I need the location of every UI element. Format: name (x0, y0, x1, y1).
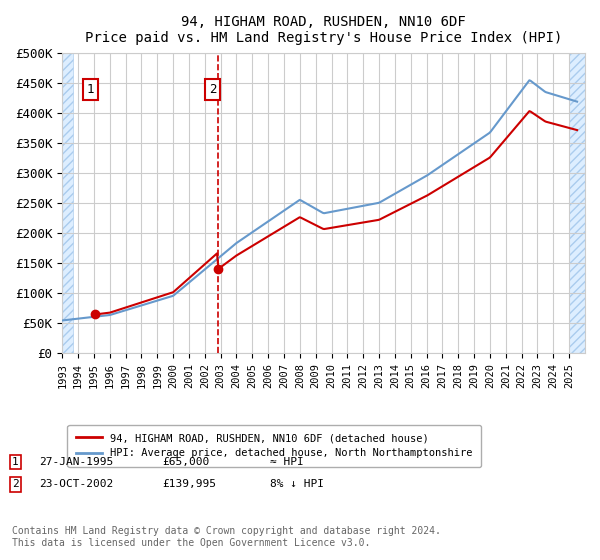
Text: £65,000: £65,000 (162, 457, 209, 467)
Text: 2: 2 (209, 83, 217, 96)
Bar (569, 53, 593, 353)
Title: 94, HIGHAM ROAD, RUSHDEN, NN10 6DF
Price paid vs. HM Land Registry's House Price: 94, HIGHAM ROAD, RUSHDEN, NN10 6DF Price… (85, 15, 562, 45)
Bar (569, 53, 593, 353)
Text: 8% ↓ HPI: 8% ↓ HPI (270, 479, 324, 489)
Text: £139,995: £139,995 (162, 479, 216, 489)
Text: 1: 1 (12, 457, 19, 467)
Text: ≈ HPI: ≈ HPI (270, 457, 304, 467)
Text: 1: 1 (86, 83, 94, 96)
Text: Contains HM Land Registry data © Crown copyright and database right 2024.
This d: Contains HM Land Registry data © Crown c… (12, 526, 441, 548)
Text: 23-OCT-2002: 23-OCT-2002 (39, 479, 113, 489)
Legend: 94, HIGHAM ROAD, RUSHDEN, NN10 6DF (detached house), HPI: Average price, detache: 94, HIGHAM ROAD, RUSHDEN, NN10 6DF (deta… (67, 424, 481, 466)
Text: 27-JAN-1995: 27-JAN-1995 (39, 457, 113, 467)
Text: 2: 2 (12, 479, 19, 489)
Bar (62, 53, 73, 353)
Bar (62, 53, 73, 353)
